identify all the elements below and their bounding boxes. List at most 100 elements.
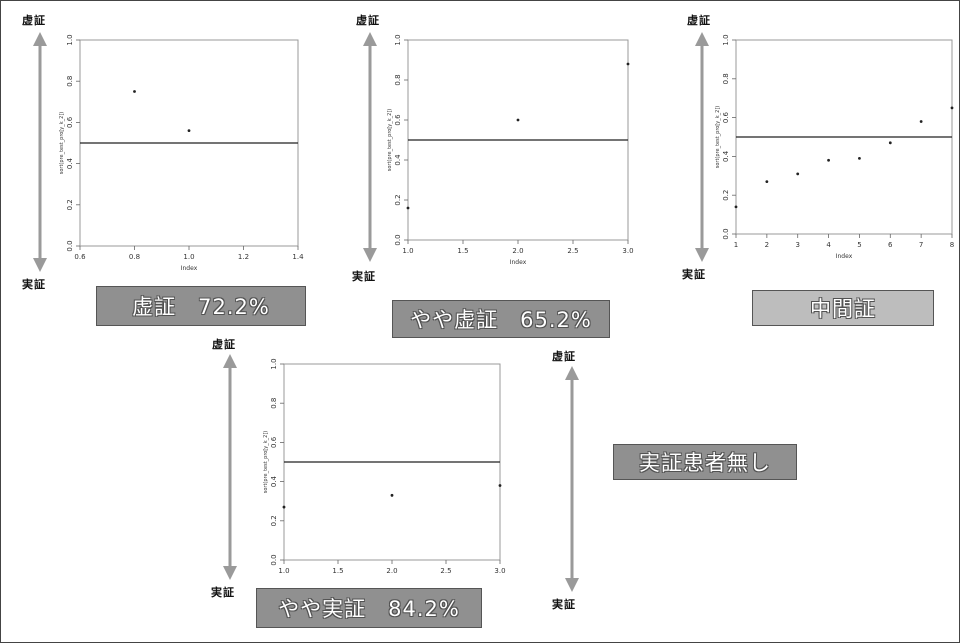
label-kyo-1: 虚証 <box>22 14 46 27</box>
badge-yaya-kyo: やや虚証 65.2% <box>392 300 610 338</box>
label-kyo-2: 虚証 <box>356 14 380 27</box>
arrow-up-head-4 <box>223 354 237 368</box>
arrow-up-head-2 <box>363 32 377 46</box>
y-tick-label: 0.2 <box>270 515 278 526</box>
badge-yaya-jitsu: やや実証 84.2% <box>256 588 482 628</box>
y-tick-label: 0.8 <box>270 398 278 409</box>
label-jitsu-4: 実証 <box>211 586 235 599</box>
y-tick-label: 0.8 <box>66 76 74 87</box>
x-tick-label: 1.5 <box>457 247 468 255</box>
y-tick-label: 0.4 <box>66 157 74 169</box>
arrow-group-2 <box>363 32 377 262</box>
plot-yaya-kyo: 0.0 0.2 0.4 0.6 0.8 1.0 1.0 1.5 2.0 2.5 3.0 Index so… <box>387 34 634 266</box>
x-tick-label: 2 <box>765 241 769 249</box>
data-point <box>390 493 394 497</box>
arrow-down-head-4 <box>223 566 237 580</box>
x-tick-label: 1.0 <box>402 247 413 255</box>
arrow-down-head-2 <box>363 248 377 262</box>
data-point <box>282 505 286 509</box>
x-tick-label: 1.0 <box>183 253 194 261</box>
x-axis-label: Index <box>181 265 198 272</box>
data-point <box>406 206 410 210</box>
label-kyo-4: 虚証 <box>212 338 236 351</box>
x-tick-label: 3 <box>795 241 799 249</box>
y-tick-label: 0.0 <box>394 234 402 245</box>
badge-no-jitsu: 実証患者無し <box>613 444 797 480</box>
data-point <box>734 205 738 209</box>
arrow-up-head-1 <box>33 32 47 46</box>
arrow-group-4 <box>223 354 237 580</box>
label-jitsu-1: 実証 <box>22 278 46 291</box>
y-tick-label: 0.6 <box>722 111 730 123</box>
arrow-group-3 <box>695 32 709 262</box>
data-point <box>516 118 520 122</box>
y-tick-label: 1.0 <box>722 34 730 45</box>
arrow-down-head-5 <box>565 578 579 592</box>
y-axis-label: sort(pre_test_pro[y_k_2]) <box>263 431 269 494</box>
y-tick-label: 1.0 <box>394 34 402 45</box>
x-tick-label: 1.5 <box>332 567 343 575</box>
data-point <box>187 129 191 133</box>
x-tick-label: 2.5 <box>567 247 578 255</box>
label-jitsu-3: 実証 <box>682 268 706 281</box>
y-tick-label: 0.4 <box>270 475 278 487</box>
y-axis-label: sort(pre_test_pro[y_k_2]) <box>59 112 65 175</box>
x-tick-label: 2.0 <box>512 247 523 255</box>
y-tick-label: 0.6 <box>270 436 278 448</box>
y-tick-label: 0.0 <box>722 228 730 239</box>
x-tick-label: 1 <box>734 241 738 249</box>
data-point <box>626 62 630 66</box>
arrow-down-head-3 <box>695 248 709 262</box>
data-point <box>765 180 769 184</box>
label-kyo-3: 虚証 <box>687 14 711 27</box>
y-tick-label: 1.0 <box>66 34 74 45</box>
data-point <box>950 106 954 110</box>
label-jitsu-5: 実証 <box>552 598 576 611</box>
x-tick-label: 7 <box>919 241 923 249</box>
x-tick-label: 5 <box>857 241 861 249</box>
plot-chukan: 0.0 0.2 0.4 0.6 0.8 1.0 1 2 3 4 5 6 7 8 Index sort(pre_… <box>715 34 954 260</box>
data-point <box>888 141 892 145</box>
arrow-group-5 <box>565 366 579 592</box>
x-tick-label: 3.0 <box>494 567 505 575</box>
data-point <box>133 90 136 93</box>
arrow-group-1 <box>33 32 47 272</box>
data-point <box>827 158 830 162</box>
arrow-down-head-1 <box>33 258 47 272</box>
badge-kyo: 虚証 72.2% <box>96 286 306 326</box>
y-tick-label: 0.6 <box>66 116 74 128</box>
plot-yaya-jitsu: 0.0 0.2 0.4 0.6 0.8 1.0 1.0 1.5 2.0 2.5 3.0 sort(pr… <box>263 358 506 575</box>
x-tick-label: 6 <box>888 241 893 249</box>
arrow-up-head-3 <box>695 32 709 46</box>
x-tick-label: 3.0 <box>622 247 633 255</box>
x-tick-label: 2.5 <box>440 567 451 575</box>
x-tick-label: 2.0 <box>386 567 397 575</box>
x-tick-label: 8 <box>950 241 954 249</box>
y-tick-label: 0.8 <box>722 73 730 84</box>
x-axis-label: Index <box>836 253 853 260</box>
y-tick-label: 0.4 <box>722 150 730 162</box>
y-tick-label: 0.8 <box>394 74 402 85</box>
label-kyo-5: 虚証 <box>552 350 576 363</box>
x-tick-label: 4 <box>826 241 831 249</box>
x-tick-label: 0.6 <box>74 253 86 261</box>
plot-kyo: 0.0 0.2 0.4 0.6 0.8 1.0 0.6 0.8 1.0 1.2 1.4 Index so… <box>59 34 304 272</box>
y-tick-label: 0.2 <box>394 194 402 205</box>
y-tick-label: 0.4 <box>394 154 402 166</box>
x-tick-label: 0.8 <box>129 253 140 261</box>
x-tick-label: 1.4 <box>292 253 304 261</box>
data-point <box>796 172 800 176</box>
x-tick-label: 1.0 <box>278 567 289 575</box>
x-tick-label: 1.2 <box>238 253 249 261</box>
x-axis-label: Index <box>510 259 527 266</box>
y-tick-label: 0.6 <box>394 114 402 126</box>
arrow-up-head-5 <box>565 366 579 380</box>
y-axis-label: sort(pre_test_pro[y_k_2]) <box>387 109 393 172</box>
y-tick-label: 0.2 <box>722 190 730 201</box>
y-axis-label: sort(pre_test_pro[y_k_2]) <box>715 106 721 169</box>
label-jitsu-2: 実証 <box>352 270 376 283</box>
y-tick-label: 0.2 <box>66 199 74 210</box>
badge-chukan: 中間証 <box>752 290 934 326</box>
y-tick-label: 0.0 <box>270 554 278 565</box>
data-point <box>858 156 861 160</box>
